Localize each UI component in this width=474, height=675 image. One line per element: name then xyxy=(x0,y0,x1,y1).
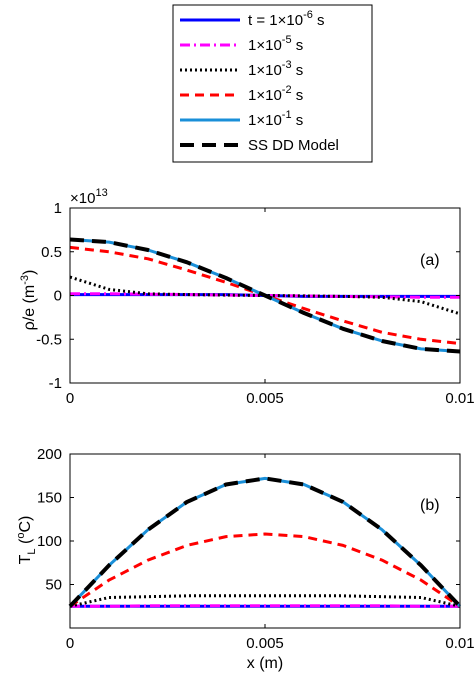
axes-box-b xyxy=(69,453,461,629)
legend: t = 1×10-6 s 1×10-5 s 1×10-3 s 1×10-2 s 1×10… xyxy=(172,4,373,163)
x-tick-label-a-1: 0.005 xyxy=(246,390,284,407)
y-tick-label-a-1: 0.5 xyxy=(41,244,62,261)
series-t4-b xyxy=(69,532,461,608)
series-ss-a xyxy=(69,237,461,354)
series-t5-b xyxy=(68,476,462,608)
legend-label-t4: 1×10-2 s xyxy=(248,84,303,104)
y-tick-label-a-2: 0 xyxy=(54,288,62,305)
x-tick-label-b-0: 0 xyxy=(66,635,74,652)
x-axis-label-b: x (m) xyxy=(247,655,283,672)
y-axis-label-a: ρ/e (m-3) xyxy=(19,270,38,331)
panel-b: 0 0.005 0.01 200 150 100 50 (b) TL (oC) x (m) xyxy=(15,446,474,672)
series-t2-b xyxy=(70,604,460,608)
x-tick-label-b-1: 0.005 xyxy=(246,635,284,652)
y-tick-label-b-0: 200 xyxy=(37,446,62,463)
exponent-label-a: ×1013 xyxy=(70,187,108,207)
legend-label-ss: SS DD Model xyxy=(248,137,339,154)
series-group-a xyxy=(69,237,461,354)
y-tick-label-a-4: -1 xyxy=(49,375,62,392)
legend-label-t3: 1×10-3 s xyxy=(248,59,303,79)
y-tick-label-a-0: 1 xyxy=(54,200,62,217)
x-tick-label-a-2: 0.01 xyxy=(445,390,474,407)
y-tick-label-b-2: 100 xyxy=(37,533,62,550)
x-tick-label-b-2: 0.01 xyxy=(445,635,474,652)
y-axis-label-b: TL (oC) xyxy=(15,516,38,565)
legend-label-t2: 1×10-5 s xyxy=(248,34,303,54)
panel-label-b: (b) xyxy=(420,497,440,514)
x-tick-label-a-0: 0 xyxy=(66,390,74,407)
series-ss-b xyxy=(68,476,462,608)
series-t3-b xyxy=(69,594,461,608)
legend-label-t1: t = 1×10-6 s xyxy=(248,9,325,29)
legend-label-t5: 1×10-1 s xyxy=(248,109,303,129)
panel-label-a: (a) xyxy=(420,252,440,269)
y-tick-label-b-1: 150 xyxy=(37,490,62,507)
panel-a: 0 0.005 0.01 1 0.5 0 -0.5 -1 ×1013 (a) ρ/e (m-3… xyxy=(19,187,474,407)
series-group-b xyxy=(68,476,462,608)
y-tick-label-a-3: -0.5 xyxy=(36,331,62,348)
legend-box xyxy=(172,4,373,163)
y-tick-label-b-3: 50 xyxy=(45,577,62,594)
